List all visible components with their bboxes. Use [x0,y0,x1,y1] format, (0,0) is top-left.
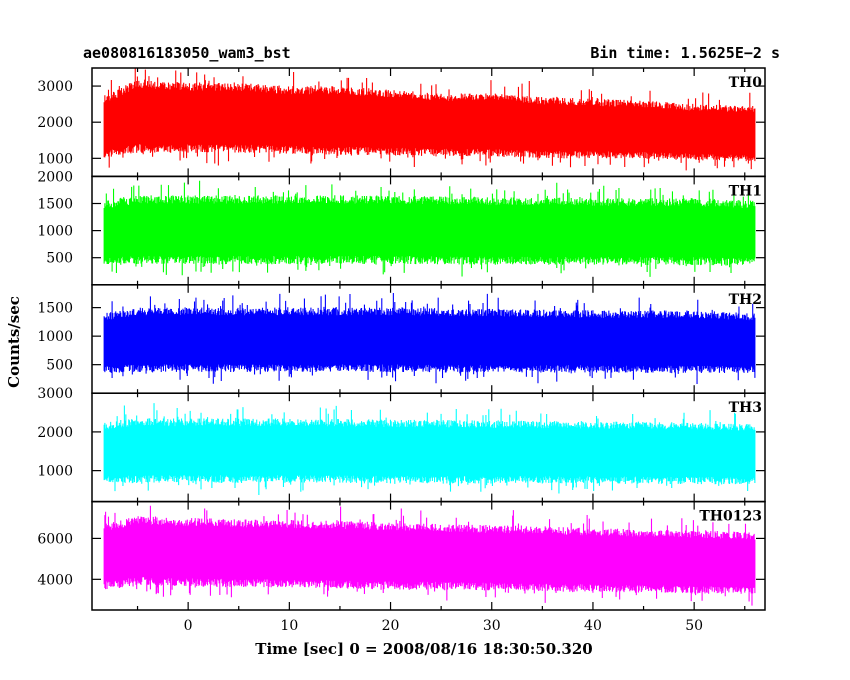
panel-label-th0123: TH0123 [699,509,762,525]
y-axis-title: Counts/sec [5,296,23,388]
y-tick-label: 1000 [37,329,73,345]
panel-th3: TH3 1000 2000 3000 [37,386,766,503]
series-th0123-band [104,527,755,586]
x-tick-label: 40 [584,618,602,634]
x-tick-label: 20 [382,618,400,634]
y-tick-label: 1000 [37,151,73,167]
series-th2-band [104,318,755,365]
y-tick-label: 500 [46,358,73,374]
panel-th0123: TH0123 4000 6000 [37,500,766,611]
panel-frame [91,500,766,611]
panel-th1: TH1 500 1000 1500 2000 [37,169,766,286]
y-tick-label: 2000 [37,425,73,441]
x-tick-label: 10 [280,618,298,634]
bin-time-label: Bin time: 1.5625E−2 s [590,44,780,62]
x-tick-label: 30 [483,618,501,634]
y-tick-label: 3000 [37,79,73,95]
y-tick-label: 6000 [37,531,73,547]
y-tick-label: 3000 [37,386,73,402]
panel-label-th1: TH1 [729,183,762,199]
series-th1-band [104,206,755,257]
panel-label-th0: TH0 [729,75,763,91]
y-tick-label: 2000 [37,169,73,185]
x-axis-title: Time [sec] 0 = 2008/08/16 18:30:50.320 [255,640,592,658]
panels-group: TH0100020003000TH1500100015002000TH25001… [37,67,766,634]
panel-th2: TH2 500 1000 1500 [37,284,766,394]
x-tick-label: 50 [685,618,703,634]
y-tick-label: 1500 [37,301,73,317]
series-th0-band [104,92,755,155]
series-th3-band [104,428,755,476]
y-tick-label: 1000 [37,224,73,240]
y-tick-label: 4000 [37,572,73,588]
chart-title: ae080816183050_wam3_bst [83,44,291,62]
x-tick-label: 0 [184,618,193,634]
panel-label-th3: TH3 [729,400,762,416]
panel-label-th2: TH2 [729,292,762,308]
panel-th0: TH0 1000 2000 3000 [37,67,766,178]
y-tick-label: 2000 [37,115,73,131]
y-tick-label: 500 [46,251,73,267]
y-tick-label: 1000 [37,464,73,480]
y-tick-label: 1500 [37,197,73,213]
